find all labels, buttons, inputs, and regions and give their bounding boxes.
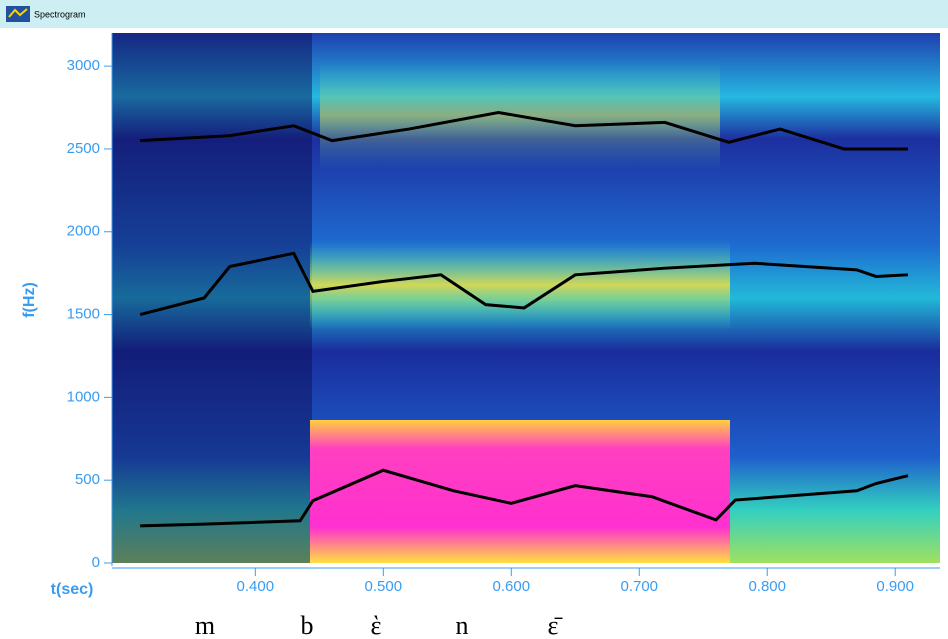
x-tick-label: 0.400 [237,578,275,595]
phoneme: b [301,611,314,639]
silence-region [112,33,312,563]
x-tick-label: 0.900 [876,578,914,595]
formant-track [139,251,909,317]
formant-track [140,110,909,151]
y-axis-label: f(Hz) [21,282,38,318]
phoneme: ὲ [371,611,382,639]
y-tick-label: 1500 [67,306,100,323]
y-tick-label: 500 [75,471,100,488]
y-tick-label: 0 [92,554,100,571]
x-tick-label: 0.800 [748,578,786,595]
icon-wave [8,8,28,18]
y-tick-label: 1000 [67,388,100,405]
phoneme: ε̄ [548,611,563,639]
voiced-region [310,420,730,563]
x-tick-label: 0.600 [493,578,531,595]
phoneme: n [456,611,469,639]
x-axis-label: t(sec) [51,581,94,598]
x-tick-label: 0.700 [620,578,658,595]
y-tick-label: 3000 [67,57,100,74]
formant-track [140,468,909,528]
title-bar [0,0,948,28]
x-tick-label: 0.500 [365,578,403,595]
plot-area [112,33,940,563]
y-tick-label: 2000 [67,223,100,240]
formant-band [310,240,730,330]
y-tick-label: 2500 [67,140,100,157]
window-title: Spectrogram [34,9,86,19]
phoneme: m [195,611,215,639]
